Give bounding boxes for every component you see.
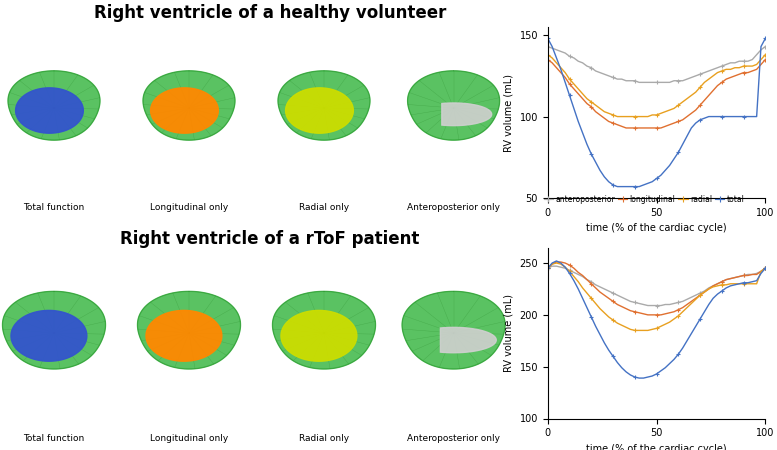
- Y-axis label: RV volume (mL): RV volume (mL): [504, 73, 514, 152]
- Polygon shape: [11, 310, 87, 361]
- Y-axis label: RV volume (mL): RV volume (mL): [503, 294, 514, 372]
- Text: Longitudinal only: Longitudinal only: [150, 202, 228, 211]
- Text: Total function: Total function: [23, 434, 85, 443]
- Polygon shape: [273, 291, 375, 369]
- Text: Right ventricle of a rToF patient: Right ventricle of a rToF patient: [120, 230, 420, 248]
- Polygon shape: [2, 291, 106, 369]
- Polygon shape: [402, 291, 505, 369]
- Polygon shape: [286, 88, 354, 133]
- Text: Radial only: Radial only: [299, 202, 349, 211]
- Polygon shape: [281, 310, 357, 361]
- Polygon shape: [16, 88, 83, 133]
- Polygon shape: [441, 327, 497, 353]
- Text: Right ventricle of a healthy volunteer: Right ventricle of a healthy volunteer: [94, 4, 446, 22]
- X-axis label: time (% of the cardiac cycle): time (% of the cardiac cycle): [586, 223, 726, 233]
- Polygon shape: [8, 71, 100, 140]
- Legend: anteroposterior, longitudinal, radial, total: anteroposterior, longitudinal, radial, t…: [541, 191, 747, 207]
- Polygon shape: [146, 310, 222, 361]
- Polygon shape: [138, 291, 241, 369]
- Text: Radial only: Radial only: [299, 434, 349, 443]
- Polygon shape: [278, 71, 370, 140]
- X-axis label: time (% of the cardiac cycle): time (% of the cardiac cycle): [586, 444, 726, 450]
- Text: Anteroposterior only: Anteroposterior only: [407, 202, 500, 211]
- Polygon shape: [151, 88, 218, 133]
- Polygon shape: [442, 103, 492, 126]
- Polygon shape: [143, 71, 235, 140]
- Text: Longitudinal only: Longitudinal only: [150, 434, 228, 443]
- Text: Total function: Total function: [23, 202, 85, 211]
- Polygon shape: [408, 71, 500, 140]
- Text: Anteroposterior only: Anteroposterior only: [407, 434, 500, 443]
